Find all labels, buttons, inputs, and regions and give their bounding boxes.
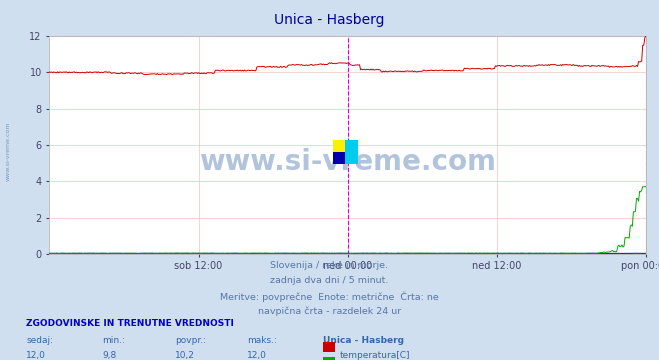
Text: www.si-vreme.com: www.si-vreme.com [6,121,11,181]
Text: povpr.:: povpr.: [175,336,206,345]
Text: ZGODOVINSKE IN TRENUTNE VREDNOSTI: ZGODOVINSKE IN TRENUTNE VREDNOSTI [26,319,234,328]
Text: 10,2: 10,2 [175,351,194,360]
Text: 12,0: 12,0 [26,351,46,360]
Text: min.:: min.: [102,336,125,345]
Text: navpična črta - razdelek 24 ur: navpična črta - razdelek 24 ur [258,306,401,316]
Text: maks.:: maks.: [247,336,277,345]
Text: zadnja dva dni / 5 minut.: zadnja dva dni / 5 minut. [270,276,389,285]
Text: 9,8: 9,8 [102,351,117,360]
Text: Unica - Hasberg: Unica - Hasberg [274,13,385,27]
Text: www.si-vreme.com: www.si-vreme.com [199,148,496,176]
Text: sedaj:: sedaj: [26,336,53,345]
Text: Slovenija / reke in morje.: Slovenija / reke in morje. [270,261,389,270]
Text: Meritve: povprečne  Enote: metrične  Črta: ne: Meritve: povprečne Enote: metrične Črta:… [220,291,439,302]
Text: temperatura[C]: temperatura[C] [340,351,411,360]
Text: 12,0: 12,0 [247,351,267,360]
Text: Unica - Hasberg: Unica - Hasberg [323,336,404,345]
